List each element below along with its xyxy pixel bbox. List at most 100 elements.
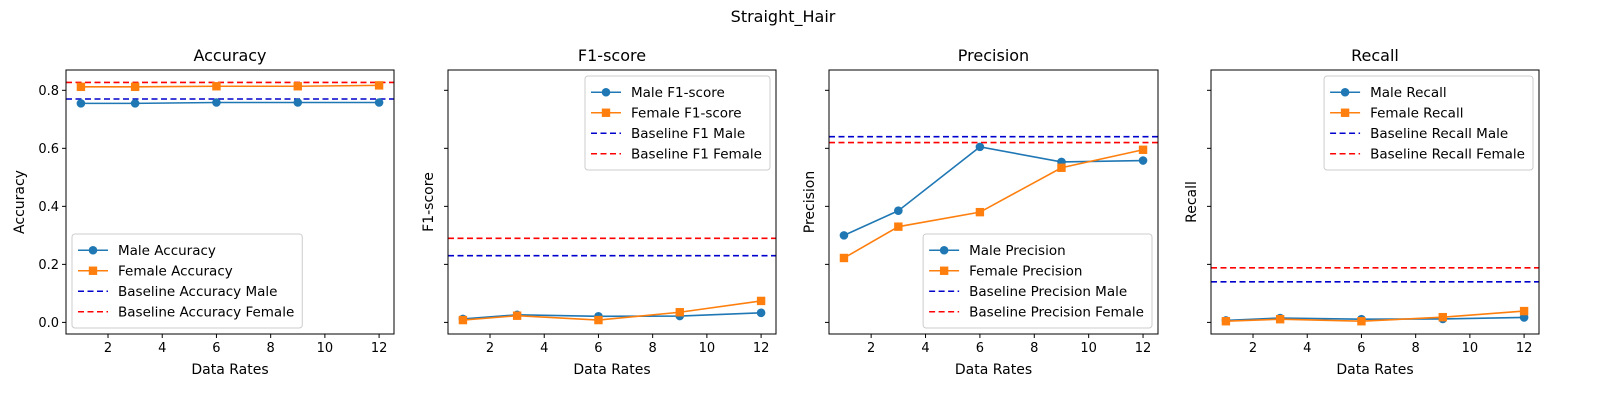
- y-axis-label: Accuracy: [12, 170, 28, 234]
- legend-label: Baseline Precision Male: [969, 284, 1127, 300]
- data-point: [212, 82, 221, 91]
- x-tick-label: 6: [594, 341, 602, 356]
- data-point: [1519, 313, 1529, 322]
- x-tick-label: 8: [649, 341, 657, 356]
- data-point: [839, 253, 849, 263]
- subplot-title: F1-score: [578, 46, 646, 65]
- legend: Male Recall Female Recall Baseline Recall …: [1323, 75, 1534, 171]
- data-point: [894, 206, 903, 216]
- legend-label: Female Precision: [969, 263, 1082, 279]
- legend-frame: [584, 75, 771, 171]
- legend-label: Baseline F1 Female: [631, 146, 762, 162]
- legend: Male Accuracy Female Accuracy Baseline Acc…: [71, 233, 303, 329]
- data-point: [675, 308, 684, 317]
- legend-label: Baseline Precision Female: [969, 304, 1144, 320]
- y-tick-label: 0.4: [38, 200, 59, 215]
- x-tick-label: 2: [867, 341, 875, 356]
- data-point: [1138, 156, 1148, 165]
- data-point: [756, 308, 766, 318]
- legend-label: Baseline Accuracy Female: [118, 304, 294, 320]
- legend-label: Female F1-score: [631, 105, 742, 121]
- legend-label: Baseline Accuracy Male: [118, 284, 277, 300]
- subplot-title: Recall: [1351, 46, 1399, 65]
- legend-marker: [88, 245, 98, 255]
- data-point: [1057, 163, 1066, 172]
- legend-marker: [1340, 87, 1350, 97]
- legend-marker: [601, 87, 611, 97]
- legend-label: Male F1-score: [631, 85, 725, 101]
- x-tick-label: 2: [486, 341, 494, 356]
- x-tick-label: 12: [1516, 341, 1533, 356]
- subplots: Accuracy 2 4 6 8 10 12 0.0 0.2 0.4 0.6 0.8 Data Rate…: [12, 46, 1540, 378]
- legend-label: Male Accuracy: [118, 243, 216, 259]
- y-tick-label: 0.0: [38, 316, 59, 331]
- legend-marker: [88, 266, 98, 275]
- y-tick-label: 0.2: [38, 258, 59, 273]
- data-point: [293, 82, 302, 91]
- x-tick-label: 6: [1357, 341, 1365, 356]
- data-point: [975, 142, 985, 152]
- x-tick-label: 6: [976, 341, 984, 356]
- x-tick-label: 10: [1080, 341, 1097, 356]
- data-point: [1438, 312, 1447, 322]
- y-axis-label: Precision: [802, 171, 818, 233]
- legend-marker: [1340, 108, 1350, 117]
- plot-area: [66, 81, 394, 108]
- x-tick-label: 8: [1030, 341, 1038, 356]
- y-tick-label: 0.8: [38, 84, 59, 99]
- x-tick-label: 2: [104, 341, 112, 356]
- legend-label: Male Precision: [969, 243, 1066, 259]
- x-tick-label: 10: [1462, 341, 1479, 356]
- legend-label: Female Recall: [1370, 105, 1463, 121]
- data-point: [1275, 315, 1285, 324]
- x-tick-label: 12: [371, 341, 388, 356]
- legend-marker: [601, 108, 611, 117]
- data-point: [374, 81, 384, 90]
- plot-area: [1211, 267, 1539, 326]
- data-point: [130, 82, 140, 92]
- x-tick-label: 4: [540, 341, 548, 356]
- x-axis-label: Data Rates: [191, 362, 268, 378]
- legend: Male Precision Female Precision Baseline P…: [922, 233, 1153, 329]
- series-line: [462, 300, 762, 321]
- data-point: [212, 98, 221, 107]
- legend-label: Female Accuracy: [118, 263, 233, 279]
- legend-frame: [71, 233, 303, 329]
- data-point: [458, 315, 468, 325]
- data-point: [374, 98, 384, 107]
- plot-area: [829, 135, 1158, 263]
- data-point: [293, 98, 303, 107]
- subplot-4: Recall 2 4 6 8 10 12 Data Rates Recall Male Recal…: [1184, 46, 1540, 378]
- data-point: [130, 99, 140, 108]
- legend-label: Baseline Recall Female: [1370, 146, 1525, 162]
- x-tick-label: 2: [1249, 341, 1257, 356]
- x-tick-label: 12: [753, 341, 770, 356]
- legend-frame: [1323, 75, 1534, 171]
- legend-label: Male Recall: [1370, 85, 1447, 101]
- data-point: [76, 82, 86, 92]
- axes-frame: [65, 69, 395, 335]
- legend-marker: [939, 266, 949, 275]
- legend-marker: [939, 245, 949, 255]
- data-point: [594, 315, 603, 325]
- legend-frame: [922, 233, 1153, 329]
- x-tick-label: 10: [317, 341, 334, 356]
- x-tick-label: 4: [921, 341, 929, 356]
- y-axis-label: Recall: [1184, 181, 1200, 223]
- figure-title: Straight_Hair: [731, 7, 836, 27]
- x-tick-label: 8: [267, 341, 275, 356]
- axes-frame: [447, 69, 777, 335]
- data-point: [756, 296, 766, 306]
- x-tick-label: 6: [212, 341, 220, 356]
- axes-frame: [1210, 69, 1540, 335]
- x-tick-label: 4: [158, 341, 166, 356]
- x-tick-label: 4: [1303, 341, 1311, 356]
- subplot-3: Precision 2 4 6 8 10 12 Data Rates Precision Male…: [802, 46, 1159, 378]
- subplot-title: Precision: [958, 46, 1029, 65]
- legend-label: Baseline Recall Male: [1370, 126, 1508, 142]
- legend-label: Baseline F1 Male: [631, 126, 745, 142]
- data-point: [839, 231, 849, 240]
- x-tick-label: 12: [1135, 341, 1152, 356]
- subplot-2: F1-score 2 4 6 8 10 12 Data Rates F1-score Male F…: [421, 46, 777, 378]
